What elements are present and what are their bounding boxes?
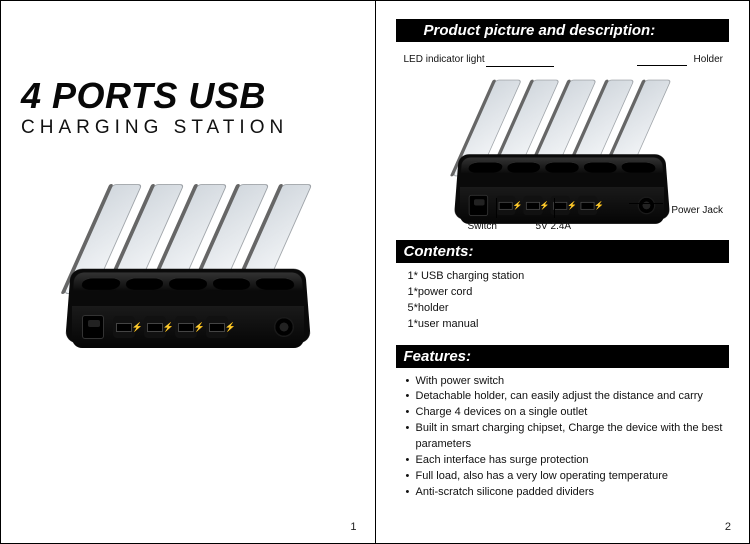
list-item: Full load, also has a very low operating…: [406, 469, 730, 485]
product-illustration: [48, 164, 328, 354]
section-title-features: Features:: [396, 345, 730, 368]
contents-list: 1* USB charging station 1*power cord 5*h…: [396, 269, 730, 333]
product-title-sub: CHARGING STATION: [21, 117, 355, 139]
features-list: With power switch Detachable holder, can…: [396, 374, 730, 502]
page-2: Product picture and description: LED ind…: [376, 1, 750, 543]
page-1: 4 PORTS USB CHARGING STATION 1: [1, 1, 376, 543]
list-item: 1*user manual: [406, 317, 730, 333]
product-callout-diagram: LED indicator light Holder: [396, 48, 730, 240]
power-jack-icon: [274, 317, 294, 337]
usb-port-icon: [144, 316, 166, 338]
usb-port-icon: [175, 316, 197, 338]
list-item: Each interface has surge protection: [406, 453, 730, 469]
list-item: 1* USB charging station: [406, 269, 730, 285]
list-item: Anti-scratch silicone padded dividers: [406, 485, 730, 501]
list-item: Detachable holder, can easily adjust the…: [406, 389, 730, 405]
power-switch-icon: [82, 315, 104, 339]
manual-spread: 4 PORTS USB CHARGING STATION 1 Produ: [0, 0, 750, 544]
section-title-contents: Contents:: [396, 240, 730, 263]
usb-port-icon: [113, 316, 135, 338]
page-number: 1: [350, 521, 356, 533]
usb-port-icon: [206, 316, 228, 338]
product-illustration-labeled: [439, 62, 685, 229]
section-title-picture: Product picture and description:: [396, 19, 730, 42]
callout-holder: Holder: [694, 54, 723, 65]
callout-ports: 5V 2.4A: [536, 221, 572, 232]
list-item: Charge 4 devices on a single outlet: [406, 405, 730, 421]
list-item: With power switch: [406, 374, 730, 390]
page-number: 2: [725, 521, 731, 533]
list-item: 1*power cord: [406, 285, 730, 301]
list-item: 5*holder: [406, 301, 730, 317]
product-title-main: 4 PORTS USB: [21, 79, 355, 113]
callout-switch: Switch: [468, 221, 497, 232]
callout-power-jack: Power Jack: [671, 205, 723, 216]
list-item: Built in smart charging chipset, Charge …: [406, 421, 730, 453]
